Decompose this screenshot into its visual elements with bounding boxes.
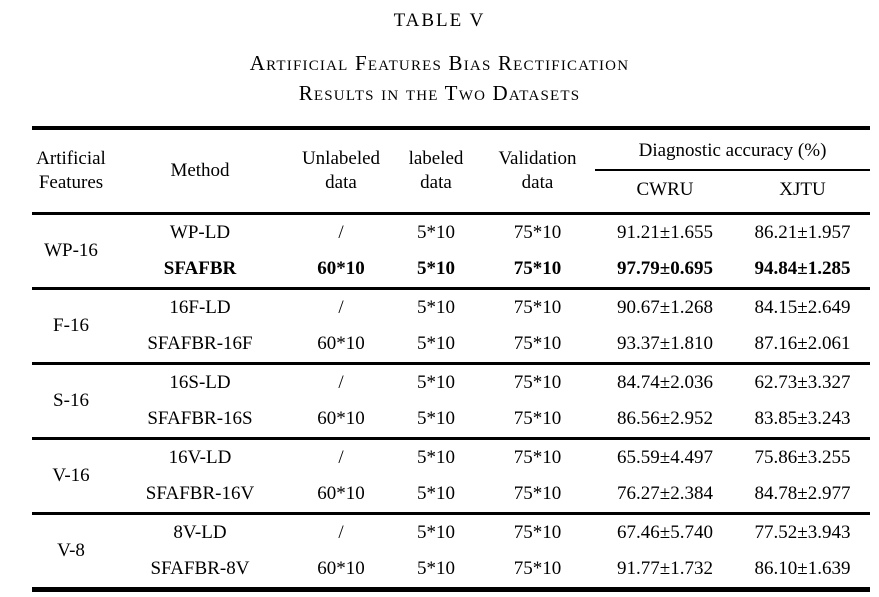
cell-labeled: 5*10 <box>392 512 480 551</box>
cell-cwru: 93.37±1.810 <box>617 333 713 354</box>
col-header-validation-data: Validation data <box>498 148 577 193</box>
feature-group-label: V-16 <box>32 437 110 514</box>
results-table: Artificial Features Method Unlabeled dat… <box>32 126 871 592</box>
table-row: V-16 16V-LD/5*10 75*10 65.59±4.497 75.86±3.2… <box>32 437 871 514</box>
cell-xjtu: 86.10±1.639 <box>754 558 851 579</box>
cell-labeled: 5*10 <box>392 437 480 476</box>
cell-xjtu: 87.16±2.061 <box>754 333 851 354</box>
cell-cwru: 91.21±1.655 <box>595 212 735 251</box>
table-row: F-16 16F-LD/5*10 75*10 90.67±1.268 84.15±2.6… <box>32 287 871 364</box>
cell-xjtu: 84.78±2.977 <box>754 483 851 504</box>
cell-method: SFAFBR-16S <box>147 408 253 429</box>
cell-unlabeled: 60*10 <box>317 408 365 429</box>
cell-method: WP-LD <box>110 212 290 251</box>
cell-method: SFAFBR <box>163 258 237 279</box>
cell-labeled: 5*10 <box>417 483 455 504</box>
cell-validation: 75*10 <box>480 437 595 476</box>
table-row: SFAFBR-16V 60*10 5*10 75*10 76.27±2.384 84.78… <box>32 476 870 514</box>
cell-method: 16V-LD <box>110 437 290 476</box>
cell-validation: 75*10 <box>513 558 562 579</box>
feature-group-label: WP-16 <box>32 212 110 289</box>
cell-unlabeled: / <box>290 512 392 551</box>
cell-labeled: 5*10 <box>392 212 480 251</box>
cell-cwru: 97.79±0.695 <box>617 258 713 279</box>
cell-unlabeled: / <box>290 437 392 476</box>
table-row: WP-16 WP-LD/5*10 75*10 91.21±1.655 86.21±1.9… <box>32 212 871 289</box>
cell-xjtu: 86.21±1.957 <box>735 212 871 251</box>
cell-unlabeled: / <box>290 212 392 251</box>
col-header-unlabeled-data: Unlabeled data <box>301 148 381 193</box>
col-header-xjtu: XJTU <box>779 179 826 200</box>
cell-validation: 75*10 <box>513 333 562 354</box>
cell-unlabeled: / <box>290 362 392 401</box>
col-header-cwru: CWRU <box>636 179 694 200</box>
cell-method: 16S-LD <box>110 362 290 401</box>
header-row-1: Artificial Features Method Unlabeled dat… <box>32 128 871 193</box>
cell-cwru: 65.59±4.497 <box>595 437 735 476</box>
feature-group-label: V-8 <box>32 512 110 590</box>
table-title-line2: Results in the Two Datasets <box>298 81 581 105</box>
table-row: S-16 16S-LD/5*10 75*10 84.74±2.036 62.73±3.3… <box>32 362 871 439</box>
table-row: SFAFBR 60*10 5*10 75*10 97.79±0.695 94.84±1.2… <box>32 251 870 289</box>
cell-unlabeled: 60*10 <box>317 258 365 279</box>
table-row: SFAFBR-16F 60*10 5*10 75*10 93.37±1.810 87.16… <box>32 326 870 364</box>
cell-labeled: 5*10 <box>392 362 480 401</box>
cell-validation: 75*10 <box>480 362 595 401</box>
results-table-body: WP-16 WP-LD/5*10 75*10 91.21±1.655 86.21±1.9… <box>32 212 871 590</box>
cell-validation: 75*10 <box>480 287 595 326</box>
cell-validation: 75*10 <box>480 212 595 251</box>
col-header-diagnostic-accuracy: Diagnostic accuracy (%) <box>595 128 871 171</box>
cell-xjtu: 77.52±3.943 <box>735 512 871 551</box>
cell-validation: 75*10 <box>513 258 562 279</box>
table-header: Artificial Features Method Unlabeled dat… <box>32 128 871 214</box>
cell-cwru: 90.67±1.268 <box>595 287 735 326</box>
feature-group-label: S-16 <box>32 362 110 439</box>
table-number: TABLE V <box>393 10 486 31</box>
col-header-method: Method <box>170 160 230 181</box>
cell-cwru: 91.77±1.732 <box>617 558 713 579</box>
header-row-2: CWRU XJTU <box>32 170 870 214</box>
cell-xjtu: 62.73±3.327 <box>735 362 871 401</box>
cell-method: SFAFBR-8V <box>150 558 250 579</box>
cell-unlabeled: 60*10 <box>317 333 365 354</box>
cell-cwru: 76.27±2.384 <box>617 483 713 504</box>
cell-labeled: 5*10 <box>417 408 455 429</box>
cell-unlabeled: 60*10 <box>317 558 365 579</box>
cell-unlabeled: / <box>290 287 392 326</box>
cell-method: 8V-LD <box>110 512 290 551</box>
cell-validation: 75*10 <box>513 483 562 504</box>
cell-labeled: 5*10 <box>392 287 480 326</box>
col-header-labeled-data: labeled data <box>408 148 464 193</box>
cell-labeled: 5*10 <box>417 258 455 279</box>
cell-cwru: 86.56±2.952 <box>617 408 713 429</box>
table-row: SFAFBR-8V 60*10 5*10 75*10 91.77±1.732 86.10±… <box>32 551 870 590</box>
cell-labeled: 5*10 <box>417 558 455 579</box>
cell-validation: 75*10 <box>513 408 562 429</box>
cell-method: SFAFBR-16F <box>147 333 253 354</box>
cell-xjtu: 83.85±3.243 <box>754 408 851 429</box>
cell-cwru: 67.46±5.740 <box>595 512 735 551</box>
table-caption: TABLE V Artificial Features Bias Rectifi… <box>0 0 879 108</box>
cell-xjtu: 94.84±1.285 <box>754 258 851 279</box>
col-header-artificial-features: Artificial Features <box>36 148 106 193</box>
feature-group-label: F-16 <box>32 287 110 364</box>
cell-method: SFAFBR-16V <box>145 483 255 504</box>
cell-labeled: 5*10 <box>417 333 455 354</box>
table-title-line1: Artificial Features Bias Rectification <box>249 51 630 75</box>
cell-cwru: 84.74±2.036 <box>595 362 735 401</box>
table-row: SFAFBR-16S 60*10 5*10 75*10 86.56±2.952 83.85… <box>32 401 870 439</box>
table-row: V-8 8V-LD/5*10 75*10 67.46±5.740 77.52±3.943 <box>32 512 871 590</box>
cell-xjtu: 75.86±3.255 <box>735 437 871 476</box>
cell-unlabeled: 60*10 <box>317 483 365 504</box>
cell-validation: 75*10 <box>480 512 595 551</box>
cell-xjtu: 84.15±2.649 <box>735 287 871 326</box>
cell-method: 16F-LD <box>110 287 290 326</box>
